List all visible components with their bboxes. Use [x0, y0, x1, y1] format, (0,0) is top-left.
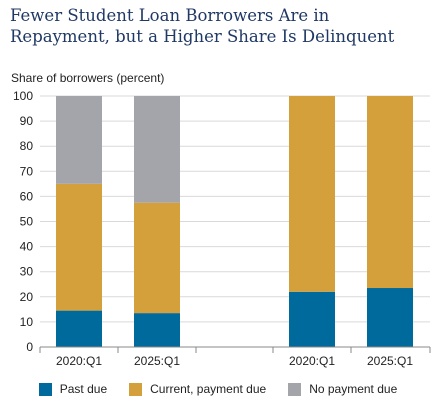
y-tick-label-100: 100 [13, 89, 33, 103]
legend: Past due Current, payment due No payment… [0, 382, 436, 396]
y-tick-label-80: 80 [20, 139, 34, 153]
x-tick-label-1: 2025:Q1 [134, 354, 180, 368]
bar-past-due-3 [367, 288, 413, 347]
stacked-bar-chart: 0 10 20 30 40 50 60 70 80 90 100 2020:Q1 2025:Q1 2020… [13, 89, 431, 368]
legend-swatch-current-payment-due [129, 382, 143, 396]
legend-item-no-payment-due: No payment due [288, 382, 397, 396]
bar-no-payment-due-0 [56, 96, 102, 184]
y-tick-label-70: 70 [20, 164, 34, 178]
y-tick-label-0: 0 [26, 340, 33, 354]
bar-current-payment-due-1 [134, 202, 180, 314]
legend-label-current-payment-due: Current, payment due [150, 382, 267, 396]
x-tick-label-2: 2020:Q1 [289, 354, 335, 368]
chart-title: Fewer Student Loan Borrowers Are in Repa… [10, 6, 395, 46]
bar-current-payment-due-3 [367, 96, 413, 289]
legend-label-past-due: Past due [59, 382, 108, 396]
legend-swatch-past-due [38, 382, 52, 396]
y-tick-label-90: 90 [20, 114, 34, 128]
y-tick-label-30: 30 [20, 265, 34, 279]
y-tick-label-50: 50 [20, 215, 34, 229]
y-tick-label-40: 40 [20, 240, 34, 254]
bar-past-due-0 [56, 310, 102, 347]
x-tick-label-3: 2025:Q1 [367, 354, 413, 368]
legend-swatch-no-payment-due [288, 382, 302, 396]
bar-past-due-1 [134, 313, 180, 347]
bar-current-payment-due-0 [56, 183, 102, 311]
x-tick-label-0: 2020:Q1 [56, 354, 102, 368]
bar-no-payment-due-1 [134, 96, 180, 203]
y-tick-label-20: 20 [20, 290, 34, 304]
legend-item-past-due: Past due [38, 382, 108, 396]
y-axis-label: Share of borrowers (percent) [11, 71, 165, 85]
y-tick-label-60: 60 [20, 189, 34, 203]
legend-item-current-payment-due: Current, payment due [129, 382, 266, 396]
legend-label-no-payment-due: No payment due [309, 382, 398, 396]
bar-past-due-2 [289, 291, 335, 347]
bar-current-payment-due-2 [289, 96, 335, 292]
y-tick-label-10: 10 [20, 315, 34, 329]
